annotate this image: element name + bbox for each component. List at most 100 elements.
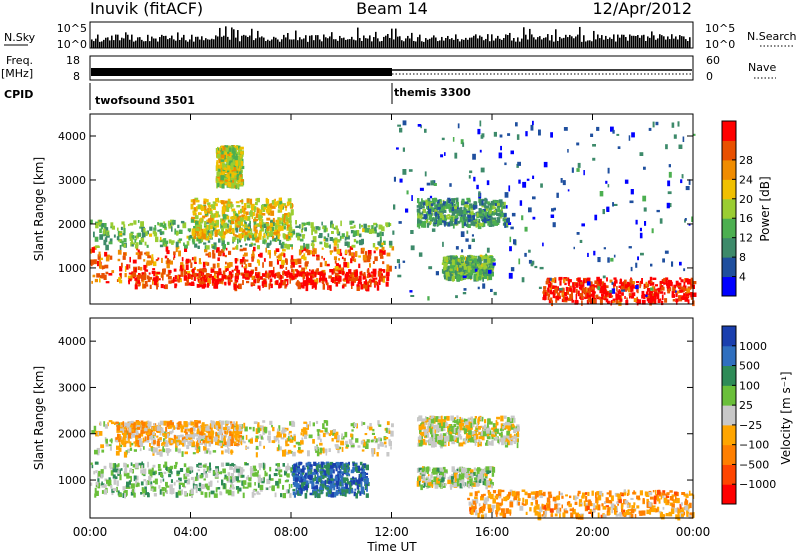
power-cell — [215, 198, 218, 203]
nsky-bar — [667, 36, 669, 48]
power-cell — [463, 288, 467, 291]
power-cell — [587, 281, 591, 286]
nsky-bar — [393, 39, 395, 48]
power-cell — [246, 226, 250, 230]
power-cell — [479, 198, 482, 205]
power-cell — [571, 167, 574, 173]
power-cell — [564, 296, 568, 301]
power-cell — [457, 209, 461, 213]
power-cell — [197, 235, 201, 238]
power-cell — [287, 218, 290, 224]
power-cell — [272, 217, 275, 223]
velocity-cell — [301, 482, 305, 489]
power-cell — [441, 215, 445, 220]
power-cell — [645, 294, 648, 297]
power-cell — [683, 268, 686, 272]
power-cell — [277, 258, 282, 261]
velocity-cell — [339, 488, 343, 493]
power-cell — [381, 226, 385, 232]
power-cell — [239, 200, 244, 203]
power-cell — [253, 278, 257, 284]
power-cell — [455, 246, 459, 250]
power-cell — [184, 246, 188, 252]
velocity-cell — [225, 489, 229, 494]
power-cell — [168, 270, 172, 274]
power-cell — [199, 282, 203, 287]
power-cell — [235, 273, 239, 276]
velocity-cell — [333, 491, 337, 496]
power-cell — [119, 266, 123, 272]
velocity-cell — [163, 471, 167, 475]
velocity-cell — [229, 463, 233, 467]
nsky-bar — [469, 37, 471, 48]
velocity-cell — [355, 466, 358, 472]
power-cell — [437, 207, 440, 210]
power-cell — [296, 281, 301, 286]
velocity-cell — [123, 471, 127, 477]
velocity-cell — [356, 423, 358, 429]
power-cell — [428, 266, 433, 270]
power-cell — [135, 235, 138, 241]
velocity-cell — [245, 463, 249, 466]
power-cell — [140, 221, 144, 227]
power-cell — [246, 204, 251, 209]
nsky-bar — [643, 34, 645, 48]
power-cell — [238, 210, 240, 215]
power-cell — [292, 275, 295, 280]
power-cell — [248, 263, 252, 267]
power-cell — [492, 220, 497, 225]
velocity-cell — [352, 480, 356, 485]
power-cell — [301, 271, 305, 276]
power-cell — [467, 223, 471, 228]
velocity-cell — [221, 479, 224, 486]
power-cell — [236, 225, 240, 228]
power-cell — [178, 278, 182, 283]
power-cell — [421, 206, 425, 209]
power-cell — [222, 169, 226, 172]
power-cell — [109, 255, 113, 260]
power-cell — [648, 293, 653, 299]
velocity-cell — [196, 464, 201, 468]
velocity-cell — [132, 435, 137, 438]
power-cell — [598, 279, 601, 284]
nsky-bar — [261, 36, 263, 48]
velocity-cell — [142, 468, 147, 475]
power-cell — [214, 225, 217, 228]
power-cell — [192, 271, 194, 277]
power-cell — [433, 183, 437, 186]
nsky-bar — [671, 34, 673, 48]
power-cell — [481, 255, 486, 260]
velocity-cell — [309, 475, 313, 480]
power-cell — [410, 245, 415, 251]
power-cell — [262, 240, 265, 244]
velocity-cell — [357, 445, 361, 448]
power-cell — [270, 203, 273, 208]
power-cell — [650, 282, 655, 286]
power-cell — [95, 245, 100, 248]
power-cell — [675, 292, 678, 298]
power-cell — [229, 262, 233, 267]
power-cell — [435, 271, 439, 276]
power-cell — [235, 201, 240, 204]
power-cell — [289, 244, 293, 247]
power-cell — [260, 219, 264, 225]
velocity-cell — [178, 482, 183, 485]
power-cell — [607, 257, 610, 263]
colorbar-tick-label: 24 — [739, 173, 753, 186]
power-cell — [190, 282, 195, 286]
power-cell — [477, 286, 480, 290]
power-cell — [633, 298, 638, 302]
power-cell — [134, 238, 137, 243]
power-cell — [591, 297, 595, 303]
power-cell — [572, 289, 576, 292]
velocity-cell — [357, 487, 360, 492]
velocity-cell — [115, 476, 118, 479]
power-cell — [372, 243, 376, 248]
power-cell — [120, 226, 123, 231]
power-cell — [243, 215, 248, 220]
power-cell — [665, 279, 668, 285]
velocity-cell — [386, 421, 390, 426]
power-cell — [221, 154, 225, 159]
power-cell — [429, 219, 434, 222]
power-cell — [488, 267, 493, 271]
